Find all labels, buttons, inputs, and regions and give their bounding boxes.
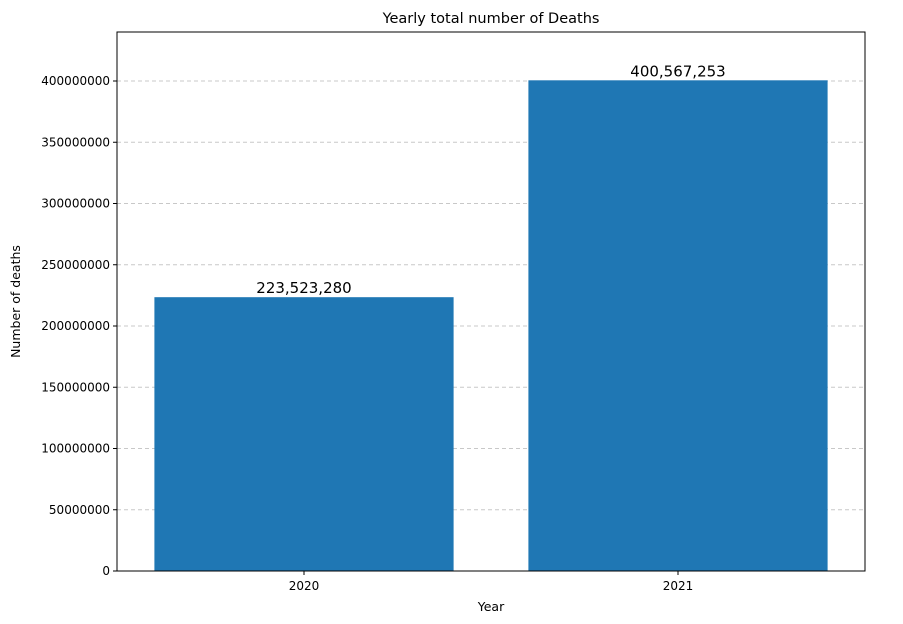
bar-2020 [154,297,454,571]
bars [154,80,828,571]
y-tick-label: 250000000 [41,258,110,272]
y-tick-label: 150000000 [41,380,110,394]
y-tick-label: 100000000 [41,442,110,456]
axes-frame [116,31,866,572]
y-tick-label: 300000000 [41,197,110,211]
y-tick-label: 50000000 [49,503,110,517]
y-axis-label: Number of deaths [8,245,23,358]
x-axis-label: Year [477,599,505,614]
y-tick-label: 0 [102,564,110,578]
x-axis-ticks: 2020 2021 [289,571,694,593]
data-labels: 223,523,280 400,567,253 [256,62,725,297]
chart-title: Yearly total number of Deaths [382,11,600,27]
y-tick-label: 200000000 [41,319,110,333]
y-tick-label: 350000000 [41,135,110,149]
y-axis-ticks: 0 50000000 100000000 150000000 200000000 2500… [41,74,117,578]
data-label-2020: 223,523,280 [256,279,351,297]
x-tick-label: 2021 [663,579,694,593]
data-label-2021: 400,567,253 [630,62,725,80]
y-tick-label: 400000000 [41,74,110,88]
x-tick-label: 2020 [289,579,320,593]
bar-2021 [528,80,828,571]
